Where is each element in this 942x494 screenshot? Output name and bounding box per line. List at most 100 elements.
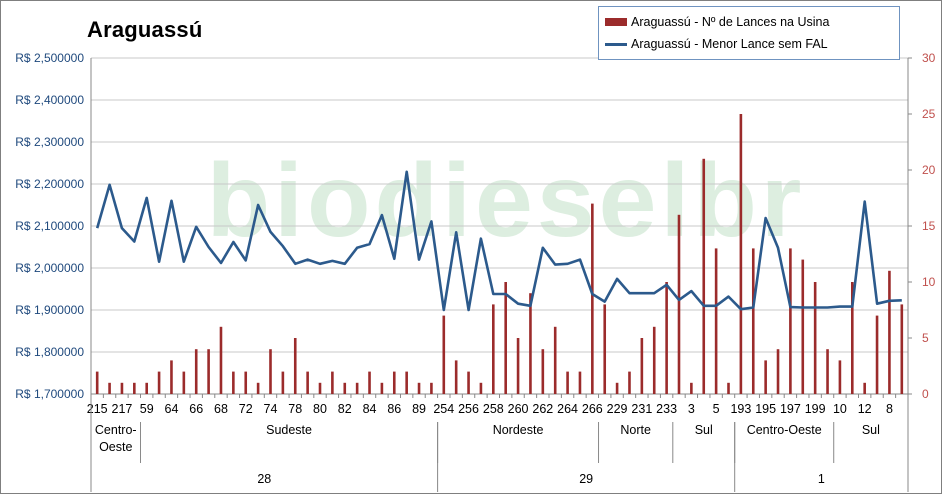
bar-lances [764, 360, 767, 394]
bar-lances [256, 382, 260, 394]
bar-lances [392, 371, 396, 394]
y-left-tick-label: R$ 2,100000 [15, 219, 84, 233]
x-tick-label: 10 [833, 402, 847, 416]
x-tick-label: 3 [688, 402, 695, 416]
x-tick-label: 74 [264, 402, 278, 416]
bar-lances [789, 248, 792, 394]
x-tick-label: 78 [288, 402, 302, 416]
bar-lances [727, 382, 730, 394]
x-tick-label: 12 [858, 402, 872, 416]
x-tick-label: 72 [239, 402, 253, 416]
bar-lances [108, 382, 111, 394]
x-tick-label: 215 [87, 402, 108, 416]
bar-lances [739, 114, 743, 394]
region-label: Norte [620, 423, 651, 437]
x-tick-label: 264 [557, 402, 578, 416]
bar-lances [603, 304, 607, 394]
bar-lances [430, 382, 433, 394]
y-left-tick-label: R$ 1,900000 [15, 303, 84, 317]
x-tick-label: 260 [508, 402, 529, 416]
x-tick-label: 258 [483, 402, 504, 416]
bar-lances [417, 382, 421, 394]
bar-lances [553, 326, 557, 394]
bar-lances [801, 259, 805, 394]
bar-lances [690, 382, 693, 394]
chart-legend: Araguassú - Nº de Lances na Usina Aragua… [598, 6, 900, 60]
group-label: 28 [257, 472, 271, 486]
y-right-tick-label: 10 [922, 275, 936, 289]
x-tick-label: 233 [656, 402, 677, 416]
bar-lances [454, 360, 458, 394]
bar-lances [368, 371, 371, 394]
bar-lances [776, 349, 780, 394]
x-tick-label: 262 [532, 402, 553, 416]
bar-lances [194, 349, 198, 394]
bar-lances [826, 349, 829, 394]
x-tick-label: 217 [112, 402, 133, 416]
bar-lances [343, 382, 347, 394]
bar-lances [838, 360, 842, 394]
x-tick-label: 256 [458, 402, 479, 416]
y-left-tick-label: R$ 1,800000 [15, 345, 84, 359]
legend-bar-swatch [605, 18, 627, 26]
bar-lances [170, 360, 173, 394]
line-menor-lance [95, 170, 902, 312]
y-left-tick-label: R$ 2,300000 [15, 135, 84, 149]
bar-lances [479, 382, 483, 394]
bar-lances [850, 282, 854, 394]
x-tick-label: 197 [780, 402, 801, 416]
bar-lances [492, 304, 495, 394]
bar-lances [652, 326, 656, 394]
bar-lances [306, 371, 309, 394]
x-tick-label: 8 [886, 402, 893, 416]
bar-lances [615, 382, 619, 394]
bar-lances [875, 315, 879, 394]
legend-line-swatch [605, 42, 627, 46]
y-right-tick-label: 30 [922, 51, 936, 65]
legend-item-line: Araguassú - Menor Lance sem FAL [605, 35, 828, 53]
region-label: Nordeste [493, 423, 544, 437]
x-tick-label: 80 [313, 402, 327, 416]
x-tick-label: 195 [755, 402, 776, 416]
bar-lances [702, 158, 706, 394]
legend-item-bars: Araguassú - Nº de Lances na Usina [605, 13, 829, 31]
region-label: Centro-Oeste [747, 423, 822, 437]
region-label: Sul [862, 423, 880, 437]
bar-lances [207, 349, 210, 394]
x-tick-label: 82 [338, 402, 352, 416]
bar-lances [182, 371, 186, 394]
region-label: Sudeste [266, 423, 312, 437]
bar-lances [293, 338, 297, 394]
bar-lances [516, 338, 520, 394]
x-tick-label: 266 [582, 402, 603, 416]
bar-lances [714, 248, 718, 394]
y-right-tick-label: 0 [922, 387, 929, 401]
x-tick-label: 64 [165, 402, 179, 416]
bar-lances [232, 371, 235, 394]
x-tick-label: 66 [189, 402, 203, 416]
y-right-tick-label: 5 [922, 331, 929, 345]
y-right-tick-label: 25 [922, 107, 936, 121]
chart-title: Araguassú [87, 17, 203, 42]
bar-lances [813, 282, 817, 394]
x-tick-label: 193 [730, 402, 751, 416]
group-label: 1 [818, 472, 825, 486]
bar-lances [95, 371, 99, 394]
y-left-tick-label: R$ 2,500000 [15, 51, 84, 65]
bar-lances [541, 349, 545, 394]
bar-lances [665, 282, 668, 394]
x-tick-label: 5 [713, 402, 720, 416]
bar-lances [442, 315, 446, 394]
bar-lances [504, 282, 507, 394]
bar-lances [145, 382, 149, 394]
group-label: 29 [579, 472, 593, 486]
bar-lances [380, 382, 384, 394]
bar-lances [120, 382, 124, 394]
x-tick-label: 254 [433, 402, 454, 416]
y-left-tick-label: R$ 2,400000 [15, 93, 84, 107]
x-tick-label: 59 [140, 402, 154, 416]
bar-lances [467, 371, 470, 394]
legend-label-line: Araguassú - Menor Lance sem FAL [631, 37, 828, 51]
